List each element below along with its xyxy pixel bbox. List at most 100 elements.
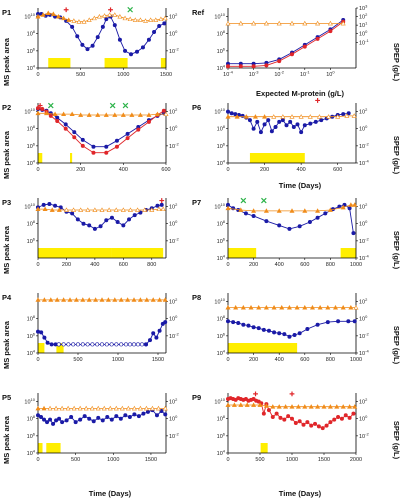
y-tick-label: 108 (217, 124, 226, 133)
y2-tick-label: 102 (359, 397, 368, 406)
ms-point (251, 214, 256, 219)
ms-point (320, 426, 325, 431)
spep-point (340, 204, 346, 210)
spep-point (142, 207, 148, 212)
ms-point (241, 322, 246, 327)
y2-tick-label: 102 (359, 12, 368, 21)
spep-point (251, 20, 257, 26)
ms-point (63, 122, 68, 127)
ms-point (282, 332, 287, 337)
right-axis-title-5: SPEP (g/L) (392, 421, 401, 460)
event-cross-marker (109, 102, 116, 109)
x-tick-label: 0 (36, 457, 39, 463)
y-tick-label: 106 (217, 141, 226, 150)
ms-point (277, 331, 282, 336)
ms-point (55, 115, 60, 120)
ms-point (87, 223, 92, 228)
spep-point (86, 17, 92, 22)
spep-point (112, 12, 118, 17)
spep-point (63, 207, 69, 212)
ms-point (295, 122, 300, 127)
x-tick-label: 1000 (112, 357, 124, 363)
spep-point (315, 404, 321, 409)
spep-point (129, 112, 135, 117)
y2-tick-label: 102 (359, 297, 368, 306)
y-tick-label: 108 (27, 219, 36, 228)
ms-point (266, 118, 271, 123)
ms-point (91, 144, 96, 149)
left-axis-title-2: MS peak area (2, 130, 11, 179)
ms-point (40, 107, 45, 112)
x-tick-label: 1000 (107, 457, 119, 463)
spep-point (156, 206, 162, 212)
y-tick-label: 104 (27, 64, 36, 73)
spep-point (137, 17, 143, 22)
ms-point (80, 137, 85, 142)
ms-point (163, 320, 168, 325)
spep-point (307, 114, 313, 119)
panel-p3: P3 0 200 400 600 800 106 108 1010 10-2 100 102 (2, 198, 179, 268)
event-plus-marker (63, 7, 69, 13)
ms-point (256, 326, 261, 331)
panel-p9: P9 0 500 1000 1500 2000 104 106 108 1010 10-2 100 10… (192, 391, 369, 463)
event-cross-marker (122, 102, 129, 109)
ms-point (280, 118, 285, 123)
ms-point (339, 416, 344, 421)
ms-point (42, 335, 47, 340)
spep-point (270, 404, 276, 409)
ms-point (229, 111, 234, 116)
spep-point (40, 12, 46, 17)
spep-point (81, 19, 87, 24)
spep-point (351, 113, 357, 118)
spep-point (340, 304, 346, 310)
y2-tick-label: 100 (169, 219, 178, 228)
ms-point (53, 203, 58, 208)
spep-point (137, 405, 143, 411)
spep-point (106, 207, 112, 212)
ms-point (104, 342, 109, 347)
series-line-spep (38, 112, 166, 116)
event-plus-marker (108, 7, 113, 13)
spep-point (276, 404, 282, 409)
spep-point (86, 297, 92, 302)
spep-point (65, 405, 71, 411)
spep-point (263, 304, 269, 310)
ms-point (251, 64, 256, 69)
spep-point (302, 404, 308, 409)
spep-point (316, 114, 322, 119)
panel-p7: P7 0 200 400 600 800 1000 104 106 108 1010 10-4 10-2… (192, 197, 369, 268)
y-tick-label: 104 (217, 64, 226, 73)
x-tick-label: 0 (36, 72, 39, 78)
spep-point (35, 13, 41, 19)
x-tick-label: 200 (260, 167, 269, 173)
spep-point (48, 297, 54, 302)
ms-point (270, 414, 275, 419)
spep-point (308, 404, 314, 409)
spep-point (162, 297, 168, 302)
ms-point (35, 106, 40, 111)
spep-point (144, 297, 150, 302)
y-tick-label: 108 (217, 414, 226, 423)
y-tick-label: 108 (27, 314, 36, 323)
ms-point (141, 411, 146, 416)
spep-point (78, 207, 84, 212)
spep-point (231, 402, 237, 407)
ms-point (51, 421, 56, 426)
ms-point (154, 335, 159, 340)
treatment-bar (340, 248, 356, 258)
spep-point (127, 207, 133, 212)
y2-tick-label: 10-2 (169, 46, 179, 55)
y-tick-label: 104 (27, 159, 36, 168)
ms-point (109, 342, 114, 347)
ms-point (226, 319, 231, 324)
spep-point (35, 405, 41, 411)
treatment-bar (38, 248, 112, 258)
ms-point (144, 342, 149, 347)
ms-point (114, 138, 119, 143)
ms-point (75, 217, 80, 222)
x-tick-label: 1500 (145, 457, 157, 463)
spep-point (162, 405, 168, 411)
ms-point (297, 419, 302, 424)
spep-point (99, 297, 105, 302)
